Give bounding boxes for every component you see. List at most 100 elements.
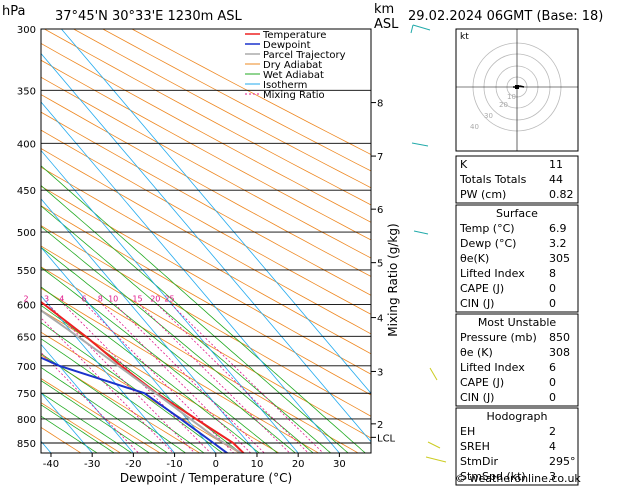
mixing-ratio-axis-label: Mixing Ratio (g/kg) bbox=[386, 223, 400, 336]
isotherm-line bbox=[41, 246, 217, 453]
wet-adiabat-line bbox=[41, 286, 260, 453]
legend-wet-adiabat: Wet Adiabat bbox=[263, 70, 324, 81]
most-unstable-label: θe (K) bbox=[460, 346, 493, 359]
hodograph-stat-value: 4 bbox=[549, 440, 556, 453]
surface-label: CIN (J) bbox=[460, 297, 494, 310]
surface-value: 8 bbox=[549, 267, 556, 280]
legend-dewpoint: Dewpoint bbox=[263, 40, 311, 51]
altitude-tick-label: 7 bbox=[377, 152, 383, 163]
altitude-tick-label: 8 bbox=[377, 99, 383, 110]
wet-adiabat-line bbox=[41, 205, 332, 453]
hodograph-ring-label-10: 10 bbox=[507, 93, 516, 101]
table-box bbox=[455, 204, 579, 313]
surface-title: Surface bbox=[496, 207, 538, 220]
legend: Temperature Dewpoint Parcel Trajectory D… bbox=[245, 30, 346, 101]
temperature-tick-label: -30 bbox=[84, 459, 100, 470]
most-unstable-value: 308 bbox=[549, 346, 570, 359]
hodograph-ring-label-40: 40 bbox=[470, 123, 479, 131]
wet-adiabat-line bbox=[41, 366, 169, 453]
location-title: 37°45'N 30°33'E 1230m ASL bbox=[55, 9, 243, 24]
mixing-ratio-label: 15 bbox=[132, 295, 142, 304]
most-unstable-value: 850 bbox=[549, 331, 570, 344]
wet-adiabat-line bbox=[41, 226, 314, 453]
temperature-tick-label: 0 bbox=[213, 459, 219, 470]
dry-adiabat-line bbox=[41, 309, 280, 453]
wind-barb-850 bbox=[427, 441, 441, 449]
dry-adiabat-line bbox=[41, 166, 371, 355]
wind-barb-700 bbox=[429, 367, 438, 381]
legend-dry-adiabat: Dry Adiabat bbox=[263, 60, 322, 71]
mixing-ratio-label: 3 bbox=[44, 295, 49, 304]
altitude-tick-label: 5 bbox=[377, 259, 383, 270]
dry-adiabat-line bbox=[41, 148, 371, 335]
wind-barbs bbox=[410, 24, 447, 463]
mixing-ratio-label: 2 bbox=[23, 295, 28, 304]
most-unstable-value: 0 bbox=[549, 376, 556, 389]
legend-isotherm: Isotherm bbox=[263, 80, 307, 91]
dry-adiabat-line bbox=[41, 354, 201, 453]
table-box bbox=[455, 313, 579, 407]
hodograph-ring-label-20: 20 bbox=[499, 101, 508, 109]
temperature-tick-label: 20 bbox=[292, 459, 305, 470]
surface-value: 305 bbox=[549, 252, 570, 265]
dry-adiabat-line bbox=[41, 205, 371, 396]
wind-barb-300 bbox=[410, 24, 431, 34]
mixing-ratio-label: 6 bbox=[81, 295, 86, 304]
legend-parcel: Parcel Trajectory bbox=[263, 50, 346, 61]
wind-barb-surface bbox=[425, 456, 447, 463]
hodograph-ring-label-30: 30 bbox=[484, 112, 493, 120]
temperature-ticks: -40 -30 -20 -10 0 10 20 30 bbox=[43, 453, 346, 470]
surface-value: 0 bbox=[549, 297, 556, 310]
surface-label: Temp (°C) bbox=[459, 222, 515, 235]
hodograph-stat-label: EH bbox=[460, 425, 475, 438]
mixing-ratio-label: 8 bbox=[98, 295, 103, 304]
wind-barb-400 bbox=[411, 142, 429, 147]
mixing-ratio-label: 10 bbox=[108, 295, 118, 304]
hodograph-stat-label: SREH bbox=[460, 440, 490, 453]
surface-label: Dewp (°C) bbox=[460, 237, 516, 250]
index-label: PW (cm) bbox=[460, 188, 506, 201]
hodograph-storm-marker bbox=[515, 85, 519, 89]
isotherm-line bbox=[41, 149, 299, 453]
dry-adiabat-line bbox=[41, 129, 371, 315]
hodograph-stat-label: StmDir bbox=[460, 455, 499, 468]
temperature-tick-label: -20 bbox=[125, 459, 141, 470]
altitude-tick-label: 4 bbox=[377, 314, 383, 325]
wind-barb-500 bbox=[413, 230, 429, 235]
index-value: 44 bbox=[549, 173, 563, 186]
pressure-tick-label: 550 bbox=[17, 266, 36, 277]
temperature-tick-label: 30 bbox=[333, 459, 346, 470]
isotherm-line bbox=[41, 101, 340, 453]
most-unstable-label: CIN (J) bbox=[460, 391, 494, 404]
altitude-tick-label: 6 bbox=[377, 205, 383, 216]
hodograph-stat-title: Hodograph bbox=[487, 410, 548, 423]
dry-adiabat-line bbox=[41, 287, 320, 453]
most-unstable-title: Most Unstable bbox=[478, 316, 557, 329]
temperature-tick-label: -10 bbox=[166, 459, 182, 470]
hodograph-unit-label: kt bbox=[460, 32, 469, 42]
mixing-ratio-lines bbox=[41, 304, 324, 453]
wet-adiabat-line bbox=[41, 246, 297, 453]
most-unstable-value: 0 bbox=[549, 391, 556, 404]
pressure-lines bbox=[41, 29, 371, 444]
dry-adiabat-line bbox=[41, 245, 371, 439]
pressure-tick-label: 650 bbox=[17, 332, 36, 343]
hodograph-stat-label: StmSpd (kt) bbox=[460, 470, 526, 483]
most-unstable-value: 6 bbox=[549, 361, 556, 374]
isotherm-line bbox=[41, 198, 258, 453]
datetime-title: 29.02.2024 06GMT (Base: 18) bbox=[408, 9, 603, 24]
parameter-table: K 11 Totals Totals 44 PW (cm) 0.82 Surface Temp… bbox=[455, 155, 579, 486]
wet-adiabat-line bbox=[41, 165, 366, 453]
mixing-ratio-labels: 12346810152025 bbox=[23, 295, 174, 304]
wet-adiabat-line bbox=[41, 380, 151, 453]
surface-value: 3.2 bbox=[549, 237, 567, 250]
x-axis-label: Dewpoint / Temperature (°C) bbox=[120, 471, 292, 485]
sounding-series bbox=[41, 300, 245, 453]
most-unstable-label: CAPE (J) bbox=[460, 376, 504, 389]
isotherm-line bbox=[41, 343, 134, 453]
isotherms bbox=[41, 29, 371, 453]
surface-label: Lifted Index bbox=[460, 267, 525, 280]
hpa-label: hPa bbox=[2, 4, 25, 19]
hodograph-stat-value: 3 bbox=[549, 470, 556, 483]
